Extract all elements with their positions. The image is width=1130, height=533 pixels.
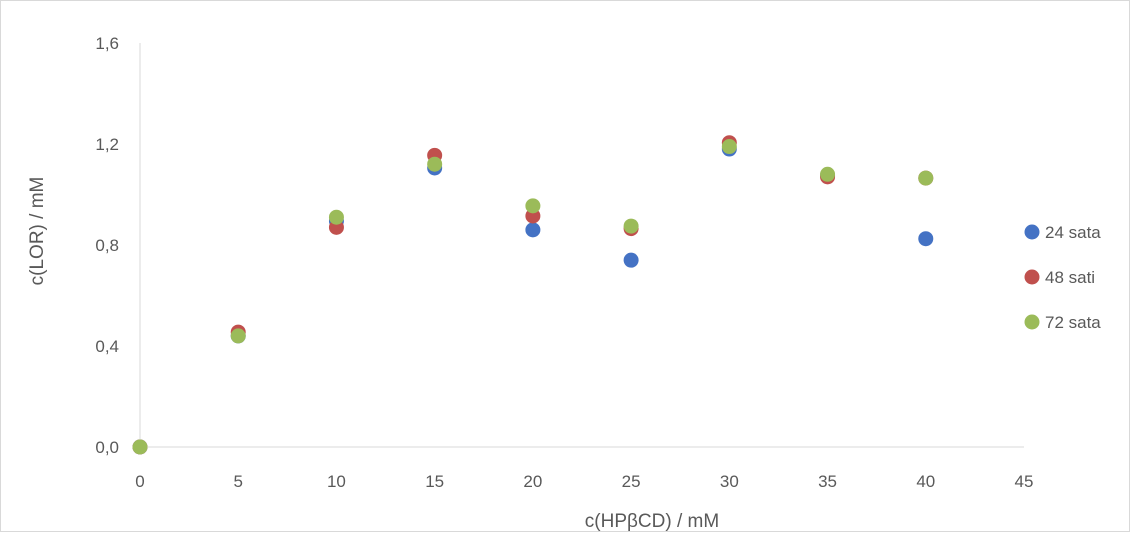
x-tick-label: 25 bbox=[622, 472, 641, 491]
legend: 24 sata 48 sati 72 sata bbox=[1024, 223, 1101, 332]
data-point-72-sata bbox=[230, 328, 246, 344]
x-tick-label: 45 bbox=[1015, 472, 1034, 491]
y-tick-labels: 0,0 0,4 0,8 1,2 1,6 bbox=[95, 34, 119, 457]
data-point-72-sata bbox=[623, 218, 639, 234]
x-tick-label: 15 bbox=[425, 472, 444, 491]
data-point-72-sata bbox=[525, 198, 541, 214]
x-tick-label: 30 bbox=[720, 472, 739, 491]
x-tick-label: 20 bbox=[523, 472, 542, 491]
legend-marker bbox=[1024, 314, 1040, 330]
legend-marker bbox=[1024, 224, 1040, 240]
data-point-72-sata bbox=[820, 166, 836, 182]
x-tick-label: 35 bbox=[818, 472, 837, 491]
y-tick-label: 0,4 bbox=[95, 337, 119, 356]
data-point-72-sata bbox=[427, 156, 443, 172]
data-point-24-sata bbox=[525, 222, 541, 238]
x-tick-labels: 0 5 10 15 20 25 30 35 40 45 bbox=[135, 472, 1033, 491]
x-tick-label: 40 bbox=[916, 472, 935, 491]
x-tick-label: 0 bbox=[135, 472, 144, 491]
data-point-72-sata bbox=[132, 439, 148, 455]
data-point-72-sata bbox=[328, 209, 344, 225]
legend-label: 48 sati bbox=[1045, 268, 1095, 287]
data-point-72-sata bbox=[721, 139, 737, 155]
y-tick-label: 0,0 bbox=[95, 438, 119, 457]
x-tick-label: 10 bbox=[327, 472, 346, 491]
data-point-72-sata bbox=[918, 170, 934, 186]
y-axis-title: c(LOR) / mM bbox=[27, 177, 48, 286]
y-tick-label: 1,6 bbox=[95, 34, 119, 53]
y-tick-label: 1,2 bbox=[95, 135, 119, 154]
legend-label: 72 sata bbox=[1045, 313, 1101, 332]
legend-label: 24 sata bbox=[1045, 223, 1101, 242]
x-tick-label: 5 bbox=[233, 472, 242, 491]
x-axis-title: c(HPβCD) / mM bbox=[585, 511, 719, 532]
y-tick-label: 0,8 bbox=[95, 236, 119, 255]
data-point-24-sata bbox=[918, 231, 934, 247]
data-point-24-sata bbox=[623, 252, 639, 268]
legend-marker bbox=[1024, 269, 1040, 285]
data-points bbox=[132, 135, 934, 455]
